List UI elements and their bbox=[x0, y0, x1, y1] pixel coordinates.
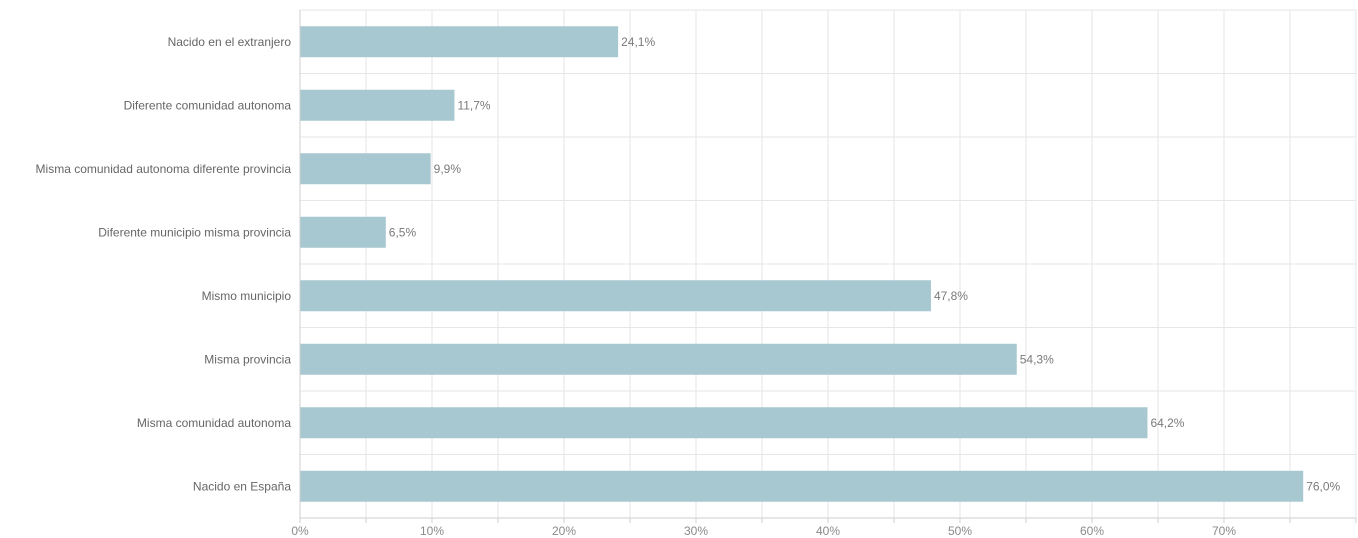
bar bbox=[300, 153, 431, 185]
bar bbox=[300, 343, 1017, 375]
bar bbox=[300, 89, 455, 121]
bars bbox=[300, 26, 1304, 502]
x-tick-label: 0% bbox=[291, 524, 309, 538]
value-labels: 24,1% 11,7% 9,9% 6,5% 47,8% 54,3% 64,2% 76,0% bbox=[389, 35, 1341, 494]
value-label: 9,9% bbox=[434, 162, 462, 176]
category-label: Diferente comunidad autonoma bbox=[124, 98, 292, 112]
x-tick-label: 40% bbox=[816, 524, 840, 538]
x-tick-labels: 0% 10% 20% 30% 40% 50% 60% 70% bbox=[291, 524, 1236, 538]
bar bbox=[300, 26, 619, 58]
value-label: 24,1% bbox=[621, 35, 655, 49]
axes bbox=[299, 10, 1357, 523]
value-label: 11,7% bbox=[457, 98, 490, 112]
value-label: 76,0% bbox=[1306, 479, 1340, 493]
value-label: 64,2% bbox=[1150, 416, 1184, 430]
bar bbox=[300, 280, 931, 312]
category-label: Mismo municipio bbox=[202, 289, 292, 303]
category-label: Nacido en España bbox=[193, 479, 291, 493]
x-tick-label: 50% bbox=[948, 524, 972, 538]
value-label: 6,5% bbox=[389, 225, 417, 239]
x-tick-label: 70% bbox=[1212, 524, 1236, 538]
value-label: 47,8% bbox=[934, 289, 968, 303]
x-tick-label: 20% bbox=[552, 524, 576, 538]
category-label: Misma comunidad autonoma bbox=[137, 416, 291, 430]
category-label: Misma comunidad autonoma diferente provi… bbox=[36, 162, 292, 176]
bar bbox=[300, 216, 386, 248]
category-labels: Nacido en el extranjero Diferente comunid… bbox=[36, 35, 292, 494]
grid-lines bbox=[300, 9, 1357, 519]
x-tick-label: 30% bbox=[684, 524, 708, 538]
category-label: Nacido en el extranjero bbox=[168, 35, 292, 49]
x-tick-label: 10% bbox=[420, 524, 444, 538]
category-label: Diferente municipio misma provincia bbox=[98, 225, 291, 239]
x-tick-label: 60% bbox=[1080, 524, 1104, 538]
bar bbox=[300, 470, 1304, 502]
bar bbox=[300, 407, 1148, 439]
category-label: Misma provincia bbox=[204, 352, 291, 366]
value-label: 54,3% bbox=[1020, 352, 1054, 366]
